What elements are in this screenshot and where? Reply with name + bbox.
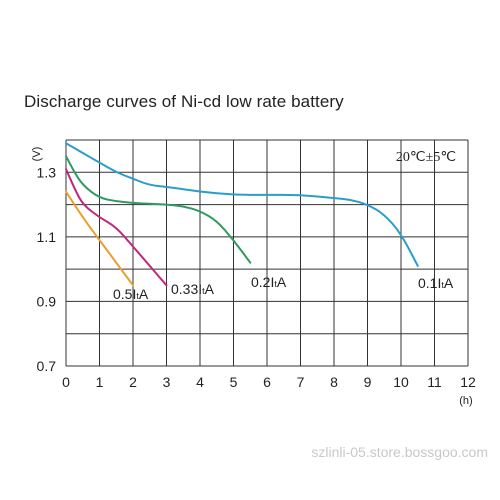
x-axis-label: (h)	[459, 395, 472, 407]
series-line	[65, 142, 419, 267]
x-tick-label: 0	[62, 374, 70, 390]
x-tick-label: 3	[163, 374, 171, 390]
y-tick-label: 0.7	[37, 358, 57, 374]
axes: 0 1 2 3 4 5 6 7 8 9 10 11 120.70.91.11.3(V)(h)	[31, 147, 476, 407]
series-line	[65, 190, 134, 287]
x-tick-label: 5	[230, 374, 238, 390]
chart-title: Discharge curves of Ni-cd low rate batte…	[24, 92, 344, 111]
series-label: 0.2ItA	[251, 274, 287, 290]
x-tick-label: 4	[196, 374, 204, 390]
x-tick-label: 12	[460, 374, 476, 390]
x-tick-label: 9	[364, 374, 372, 390]
x-tick-label: 11	[427, 374, 442, 390]
y-tick-label: 0.9	[37, 293, 57, 309]
series-label: 0.5ItA	[113, 286, 149, 302]
series-line	[65, 155, 252, 264]
x-tick-label: 10	[393, 374, 409, 390]
x-tick-label: 7	[297, 374, 305, 390]
x-tick-label: 1	[96, 374, 104, 390]
grid	[65, 139, 469, 367]
x-tick-label: 2	[129, 374, 137, 390]
watermark-text: szlinli-05.store.bossgoo.com	[311, 444, 488, 460]
x-tick-label: 6	[263, 374, 271, 390]
y-tick-label: 1.3	[37, 164, 57, 180]
y-axis-label: (V)	[31, 147, 43, 162]
temperature-condition-label: 20℃±5℃	[396, 150, 456, 165]
series-line	[65, 168, 168, 287]
labels: 20℃±5℃ 0.5ItA 0.33ItA 0.2ItA 0.1ItA	[113, 150, 456, 302]
series-label: 0.1ItA	[418, 275, 454, 291]
series-label: 0.33ItA	[171, 281, 215, 297]
x-tick-label: 8	[330, 374, 338, 390]
y-tick-label: 1.1	[37, 229, 57, 245]
series-lines	[65, 142, 419, 287]
